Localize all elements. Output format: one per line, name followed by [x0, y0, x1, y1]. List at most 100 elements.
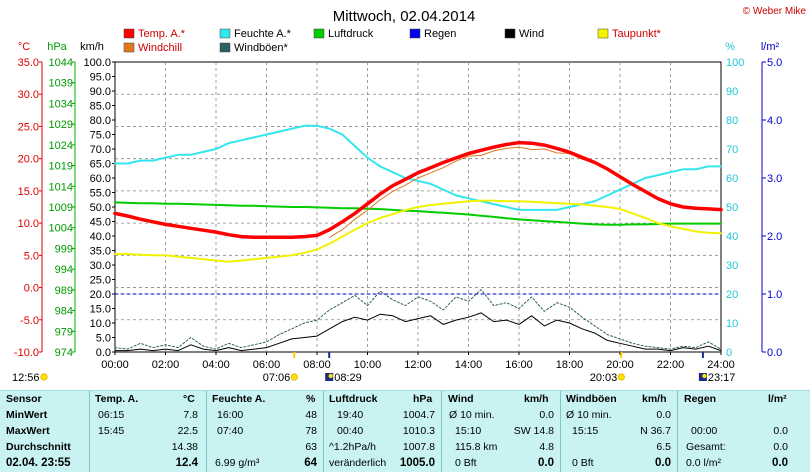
- statistics-panel: Sensor Temp. A. °C Feuchte A. % Luftdruc…: [0, 390, 810, 472]
- wind-axis-tick: 0.0: [96, 347, 111, 359]
- x-axis-tick: 16:00: [505, 359, 533, 371]
- pressure-axis-tick: 1039: [49, 78, 73, 90]
- stats-header-sensor: Sensor: [6, 393, 42, 405]
- legend-swatch-feuchte: [219, 28, 231, 39]
- stats-header-luft-unit: hPa: [413, 393, 433, 405]
- stats-min-wind-label: Ø 10 min.: [449, 409, 495, 421]
- temp-axis-tick: 0.0: [24, 283, 39, 295]
- wind-axis-tick: 20.0: [90, 289, 111, 301]
- legend-swatch-luftdruck: [313, 28, 325, 39]
- stats-header-boen-unit: km/h: [642, 393, 667, 405]
- pressure-axis-tick: 979: [55, 326, 73, 338]
- pressure-axis-tick: 1029: [49, 119, 73, 131]
- stats-max-temp-time: 15:45: [98, 425, 125, 437]
- humidity-unit-label: %: [725, 41, 735, 53]
- stats-current-luft-value: 1005.0: [399, 457, 435, 469]
- pressure-axis-tick: 999: [55, 243, 73, 255]
- x-axis-tick: 02:00: [152, 359, 180, 371]
- stats-avg-boen-value: 6.5: [656, 441, 671, 453]
- rain-axis-tick: 4.0: [767, 115, 782, 127]
- stats-current-temp-value: 12.4: [175, 457, 198, 469]
- legend-label-taupunkt: Taupunkt*: [612, 28, 662, 40]
- sun-icon: [40, 373, 48, 381]
- legend-swatch-wind: [504, 28, 516, 39]
- wind-axis-tick: 80.0: [90, 115, 111, 127]
- stats-current-regen-value: 0.0: [772, 457, 788, 469]
- stats-header-luft: Luftdruck: [329, 393, 378, 405]
- stats-min-wind-value: 0.0: [539, 409, 554, 421]
- stats-current-boen-value: 0.0: [655, 457, 671, 469]
- axis-unit-labels: °C hPa km/h% l/m²: [18, 41, 780, 53]
- stats-current-wind-value: 0.0: [538, 457, 554, 469]
- series-line-windboeen: [114, 289, 722, 350]
- stats-avg-temp-value: 14.38: [171, 441, 198, 453]
- humidity-axis-tick: 0: [726, 347, 732, 359]
- x-axis-tick: 20:00: [606, 359, 634, 371]
- moonset-icon: [698, 373, 707, 381]
- rain-axis-tick: 5.0: [767, 57, 782, 69]
- copyright-text: © Weber Mike: [743, 6, 807, 17]
- x-axis-tick: 08:00: [303, 359, 331, 371]
- moonrise-time: 08:29: [334, 372, 362, 384]
- stats-max-luft-value: 1010.3: [402, 425, 435, 437]
- stats-min-feuchte-value: 48: [305, 409, 317, 421]
- temp-axis-tick: 15.0: [18, 186, 39, 198]
- x-axis-tick: 24:00: [707, 359, 735, 371]
- humidity-axis-tick: 70: [726, 144, 738, 156]
- pressure-axis-tick: 1004: [49, 223, 73, 235]
- stats-current-regen-amount: 0.0 l/m²: [686, 457, 722, 469]
- stats-current-abs-humidity: 6.99 g/m³: [215, 457, 260, 469]
- stats-max-wind-value: SW 14.8: [513, 425, 554, 437]
- temp-axis-tick: 30.0: [18, 89, 39, 101]
- legend-label-luftdruck: Luftdruck: [328, 28, 374, 40]
- wind-axis-tick: 15.0: [90, 304, 111, 316]
- stats-header-wind-unit: km/h: [524, 393, 549, 405]
- stats-min-temp-value: 7.8: [183, 409, 198, 421]
- stats-header-regen: Regen: [684, 393, 717, 405]
- stats-min-boen-value: 0.0: [656, 409, 671, 421]
- x-axis-tick: 10:00: [354, 359, 382, 371]
- sunset-time: 20:03: [590, 372, 618, 384]
- legend-label-windchill: Windchill: [138, 42, 182, 54]
- stats-avg-wind-value: 4.8: [539, 441, 554, 453]
- rain-axis-tick: 0.0: [767, 347, 782, 359]
- stats-avg-feuchte-value: 63: [305, 441, 317, 453]
- stats-min-feuchte-time: 16:00: [217, 409, 244, 421]
- humidity-axis-tick: 50: [726, 202, 738, 214]
- humidity-axis-tick: 90: [726, 86, 738, 98]
- temp-axis-tick: 25.0: [18, 121, 39, 133]
- temp-axis-tick: 20.0: [18, 154, 39, 166]
- humidity-axis-tick: 40: [726, 231, 738, 243]
- grid: [115, 62, 721, 352]
- stats-max-wind-time: 15:10: [455, 425, 482, 437]
- stats-min-temp-time: 06:15: [98, 409, 125, 421]
- weather-chart: Mittwoch, 02.04.2014 © Weber Mike Temp. …: [12, 6, 807, 384]
- legend-swatch-regen: [409, 28, 421, 39]
- x-axis: 00:00 02:00 04:00 06:00 08:00 10:00 12:00 14:00…: [101, 352, 735, 371]
- stats-header-boen: Windböen: [566, 393, 617, 405]
- series-line-temp: [113, 140, 723, 240]
- wind-axis-tick: 25.0: [90, 275, 111, 287]
- legend-label-regen: Regen: [424, 28, 456, 40]
- wind-axis-tick: 75.0: [90, 130, 111, 142]
- humidity-axis-tick: 10: [726, 318, 738, 330]
- left-axes: 35.0 30.0 25.0 20.0 15.0 10.0 5.0 0.0 -5.0 -10.0 1…: [14, 57, 115, 359]
- legend-label-wind: Wind: [519, 28, 544, 40]
- stats-header-feuchte: Feuchte A.: [212, 393, 266, 405]
- stats-max-feuchte-value: 78: [305, 425, 317, 437]
- stats-max-regen-value: 0.0: [773, 425, 788, 437]
- stats-min-luft-value: 1004.7: [402, 409, 435, 421]
- series-line-taupunkt: [114, 199, 722, 263]
- humidity-axis-tick: 80: [726, 115, 738, 127]
- wind-unit-label: km/h: [80, 41, 104, 53]
- pressure-axis-tick: 1024: [49, 140, 73, 152]
- wind-axis-tick: 95.0: [90, 72, 111, 84]
- time-left-label: 12:56: [12, 372, 40, 384]
- pressure-axis-tick: 1014: [49, 181, 73, 193]
- stats-avg-wind-distance: 115.8 km: [455, 441, 498, 453]
- chart-title: Mittwoch, 02.04.2014: [333, 8, 476, 25]
- stats-avg-luft-value: 1007.8: [402, 441, 435, 453]
- series-line-feuchte: [114, 124, 722, 211]
- stats-current-luft-trend: veränderlich: [329, 457, 387, 469]
- temp-axis-tick: -10.0: [14, 347, 39, 359]
